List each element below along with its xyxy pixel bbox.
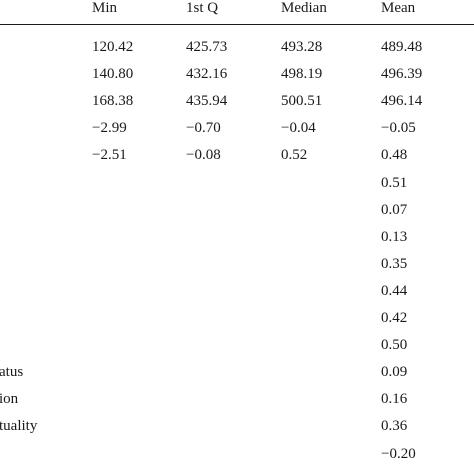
cell-first-quartile: −0.70 bbox=[186, 120, 221, 137]
cell-mean: 0.44 bbox=[381, 282, 408, 299]
cell-mean: 0.13 bbox=[381, 228, 408, 245]
cell-min: −2.51 bbox=[92, 147, 127, 164]
cell-mean: 0.35 bbox=[381, 255, 408, 272]
header-first-quartile: 1st Q bbox=[186, 0, 219, 16]
cell-min: 140.80 bbox=[92, 66, 134, 83]
cell-mean: 0.51 bbox=[381, 174, 408, 191]
cell-median: 500.51 bbox=[281, 93, 323, 110]
cell-min: −2.99 bbox=[92, 120, 127, 137]
cell-first-quartile: 425.73 bbox=[186, 39, 228, 55]
cell-mean: 0.16 bbox=[381, 391, 408, 408]
cell-min: 120.42 bbox=[92, 39, 134, 55]
cell-mean: 0.48 bbox=[381, 147, 408, 164]
row-label: atus bbox=[0, 364, 24, 381]
cell-mean: 0.42 bbox=[381, 310, 408, 326]
cell-mean: 489.48 bbox=[381, 39, 423, 55]
cell-median: −0.04 bbox=[281, 120, 316, 137]
header-bottom-rule bbox=[0, 24, 474, 25]
cell-mean: 0.07 bbox=[381, 201, 408, 218]
cell-median: 498.19 bbox=[281, 66, 323, 83]
row-label: ion bbox=[0, 391, 19, 408]
cell-median: 0.52 bbox=[281, 147, 308, 164]
cell-mean: −0.05 bbox=[381, 120, 416, 137]
cell-median: 493.28 bbox=[281, 39, 323, 55]
cell-mean: 0.36 bbox=[381, 418, 408, 435]
header-mean: Mean bbox=[381, 0, 416, 16]
cell-mean: 0.09 bbox=[381, 364, 408, 381]
cell-mean: −0.20 bbox=[381, 445, 416, 462]
cell-first-quartile: −0.08 bbox=[186, 147, 221, 164]
cell-first-quartile: 435.94 bbox=[186, 93, 228, 110]
header-min: Min bbox=[92, 0, 118, 16]
cell-first-quartile: 432.16 bbox=[186, 66, 228, 83]
cell-min: 168.38 bbox=[92, 93, 134, 110]
cell-mean: 496.14 bbox=[381, 93, 423, 110]
cell-mean: 0.50 bbox=[381, 337, 408, 354]
cell-mean: 496.39 bbox=[381, 66, 423, 83]
row-label: tuality bbox=[0, 418, 38, 435]
header-median: Median bbox=[281, 0, 327, 16]
